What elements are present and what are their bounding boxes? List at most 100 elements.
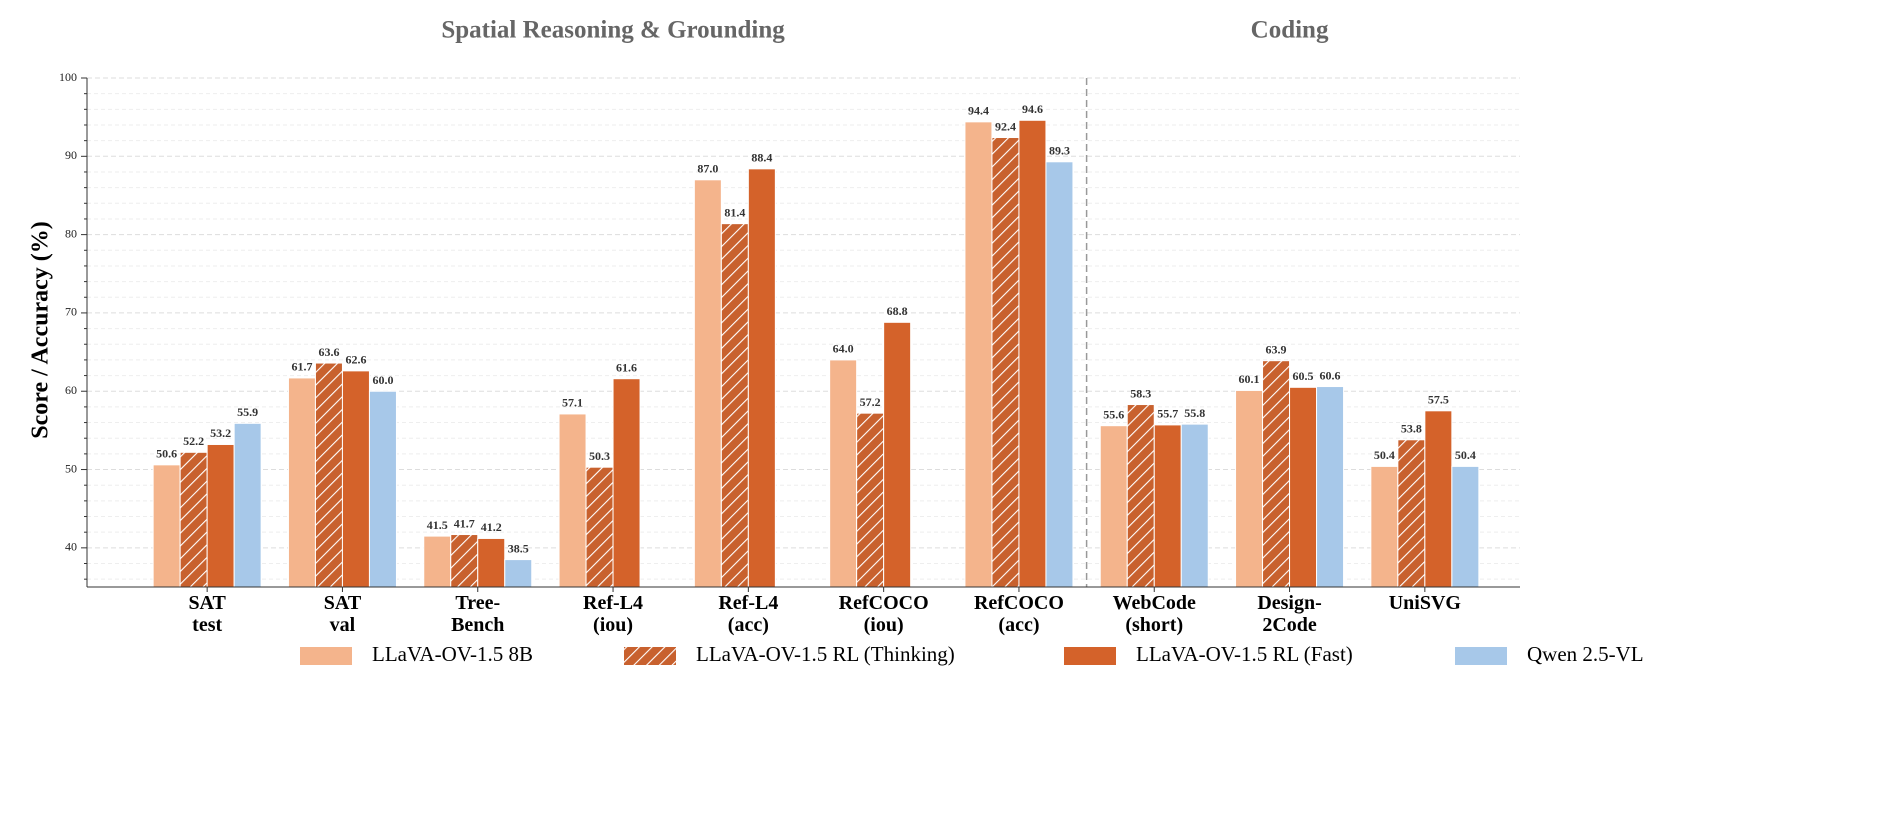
legend-swatch [300,647,352,665]
value-label: 41.2 [481,520,502,534]
value-label: 38.5 [508,541,529,555]
bar [368,390,397,588]
bar [1451,465,1480,588]
value-label: 50.6 [156,447,177,461]
x-tick-label: WebCode (short) [1113,592,1196,636]
x-tick-label-line: RefCOCO [974,592,1064,614]
x-tick-label: RefCOCO (iou) [839,592,929,636]
value-label: 60.1 [1239,372,1260,386]
x-tick-label: RefCOCO (acc) [974,592,1064,636]
value-label: 57.1 [562,396,583,410]
value-label: 63.9 [1266,342,1287,356]
value-label: 55.9 [237,405,258,419]
bar [1099,425,1128,588]
bar [423,535,452,588]
value-label: 94.6 [1022,102,1043,116]
legend-swatch [1455,647,1507,665]
x-tick-label-line: UniSVG [1389,592,1462,614]
x-tick-label-line: 2Code [1262,614,1317,636]
x-tick-label-line: WebCode [1113,592,1196,614]
legend-label: Qwen 2.5-VL [1527,642,1644,666]
x-tick-label: Ref-L4 (acc) [718,592,778,636]
bar [1180,423,1209,588]
y-axis-label: Score / Accuracy (%) [28,221,54,439]
value-label: 61.6 [616,360,637,374]
value-label: 50.4 [1455,448,1476,462]
y-tick-label: 90 [65,148,77,162]
bar [152,464,181,588]
x-tick-label-line: (short) [1125,614,1183,636]
bar [693,179,722,588]
bar [1424,410,1453,588]
bar-hatch [586,467,614,587]
value-label: 89.3 [1049,144,1070,158]
section-title: Coding [1251,17,1329,44]
value-label: 60.6 [1320,368,1341,382]
legend-swatch [1064,647,1116,665]
value-label: 53.2 [210,426,231,440]
bar-hatch [991,137,1019,587]
x-tick-label: UniSVG [1389,592,1462,614]
x-tick-label-line: SAT [188,592,226,614]
bar [1235,389,1264,588]
bar [1045,161,1074,588]
x-tick-label-line: Bench [451,614,504,636]
bar-hatch [180,452,208,587]
bar [1370,465,1399,588]
bar-hatch [1397,439,1425,587]
bar [1018,119,1047,588]
x-tick-label-line: (acc) [728,614,769,636]
value-label: 64.0 [833,342,854,356]
bar-hatch [856,413,884,587]
value-label: 58.3 [1130,386,1151,400]
value-label: 57.2 [860,395,881,409]
x-tick-label-line: Design- [1257,592,1321,614]
legend-label: LLaVA-OV-1.5 8B [372,642,533,666]
value-label: 60.0 [372,373,393,387]
value-label: 60.5 [1293,369,1314,383]
value-label: 81.4 [724,205,745,219]
value-label: 63.6 [318,345,339,359]
bar-hatch [721,223,749,587]
bar [829,359,858,588]
bar [964,121,993,588]
value-label: 50.4 [1374,448,1395,462]
bar-hatch [1262,360,1290,587]
bar [341,370,370,588]
bar [504,559,533,588]
value-label: 55.7 [1157,407,1178,421]
x-tick-label-line: RefCOCO [839,592,929,614]
value-label: 87.0 [697,162,718,176]
y-tick-label: 40 [65,540,77,554]
value-label: 50.3 [589,449,610,463]
x-tick-label-line: Ref-L4 [583,592,643,614]
x-tick-label-line: Ref-L4 [718,592,778,614]
legend-label: LLaVA-OV-1.5 RL (Fast) [1136,642,1353,666]
value-label: 55.8 [1184,406,1205,420]
x-tick-label: Design-2Code [1257,592,1321,636]
x-tick-label: Ref-L4 (iou) [583,592,643,636]
value-label: 52.2 [183,434,204,448]
x-tick-label: Tree-Bench [451,592,504,636]
x-tick-label-line: test [192,614,222,636]
y-tick-label: 60 [65,383,77,397]
bar-hatch [1127,404,1155,587]
bar [287,377,316,588]
x-tick-label-line: (acc) [998,614,1039,636]
value-label: 94.4 [968,104,989,118]
section-title: Spatial Reasoning & Grounding [441,17,785,44]
value-label: 41.7 [454,516,475,530]
bar [1316,386,1345,588]
legend-swatch-hatch [624,647,676,665]
bar [1289,386,1318,588]
value-label: 62.6 [345,353,366,367]
y-tick-label: 50 [65,461,77,475]
bar [206,443,235,588]
value-label: 61.7 [291,360,312,374]
bar [612,378,641,588]
x-tick-label-line: SAT [324,592,362,614]
x-tick-label-line: val [330,614,356,636]
bar [558,413,587,588]
bar [747,168,776,588]
